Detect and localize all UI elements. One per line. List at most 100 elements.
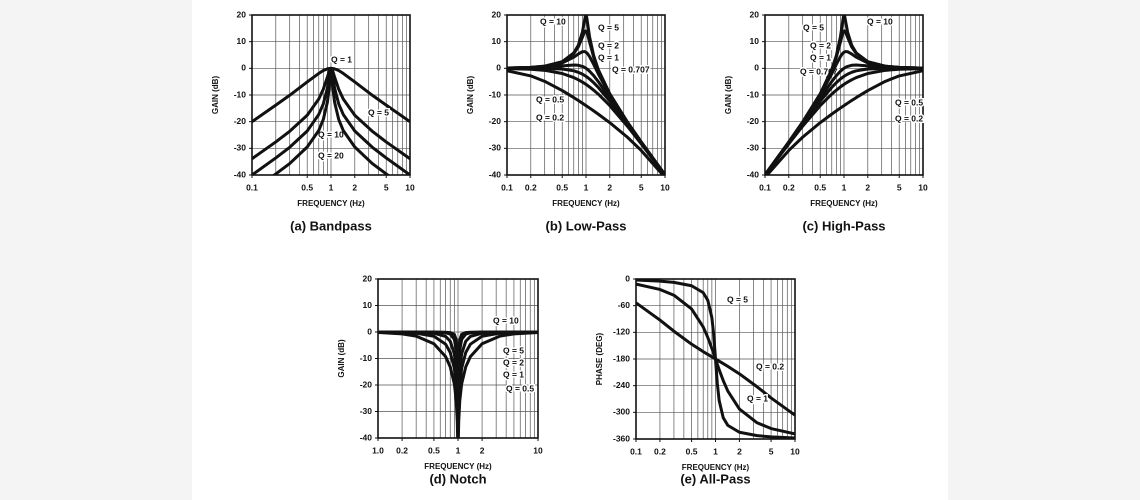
curve	[507, 15, 665, 175]
x-tick-label: 0.2	[654, 446, 666, 456]
y-axis-label: GAIN (dB)	[337, 339, 346, 378]
curve	[765, 15, 923, 175]
y-tick-label: -180	[613, 353, 630, 363]
y-tick-label: 0	[625, 273, 630, 283]
x-tick-label: 10	[533, 445, 543, 455]
y-tick-label: -20	[489, 116, 502, 126]
y-tick-label: -300	[613, 407, 630, 417]
x-tick-label: 1	[842, 182, 847, 192]
curve-label: Q = 0.2	[895, 113, 923, 123]
x-axis-label: FREQUENCY (Hz)	[424, 462, 492, 471]
x-tick-label: 5	[384, 182, 389, 192]
curve-label: Q = 1	[503, 369, 524, 379]
y-tick-label: -20	[360, 379, 373, 389]
x-tick-label: 0.5	[428, 445, 440, 455]
curve	[378, 330, 538, 424]
curve-label: Q = 0.5	[506, 383, 534, 393]
y-tick-label: 0	[241, 63, 246, 73]
curve-label: Q = 5	[598, 22, 619, 32]
x-tick-label: 2	[737, 446, 742, 456]
x-tick-label: 0.1	[246, 182, 258, 192]
x-tick-label: 1	[456, 445, 461, 455]
y-tick-label: -40	[747, 169, 760, 179]
y-tick-label: -40	[234, 169, 247, 179]
curve	[636, 279, 795, 439]
curve-label: Q = 2	[810, 40, 831, 50]
x-axis-label: FREQUENCY (Hz)	[810, 199, 878, 208]
curve-label: Q = 1	[331, 54, 352, 64]
x-tick-label: 2	[865, 182, 870, 192]
x-tick-label: 0.1	[630, 446, 642, 456]
chart: -40 -30 -20 -10 0 10 20 1.0 0.2 0.5 1 2 10 FREQUENCY …	[337, 273, 543, 486]
chart-title: (d) Notch	[429, 471, 486, 486]
curve-label: Q = 5	[803, 22, 824, 32]
y-tick-label: -30	[360, 406, 373, 416]
y-axis-label: GAIN (dB)	[724, 76, 733, 115]
y-tick-label: -10	[360, 353, 373, 363]
curve-label: Q = 1	[598, 52, 619, 62]
curve-label: Q = 1	[747, 393, 768, 403]
curve	[765, 67, 923, 175]
curve-label: Q = 0.2	[756, 361, 784, 371]
y-tick-label: 20	[363, 273, 373, 283]
y-tick-label: 10	[750, 36, 760, 46]
curve	[271, 66, 391, 175]
curve-label: Q = 10	[318, 129, 344, 139]
curve-label: Q = 20	[318, 150, 344, 160]
y-axis-label: GAIN (dB)	[466, 76, 475, 115]
chart-title: (b) Low-Pass	[546, 218, 627, 233]
x-axis-label: FREQUENCY (Hz)	[297, 199, 365, 208]
x-tick-label: 10	[790, 446, 800, 456]
x-axis-label: FREQUENCY (Hz)	[552, 199, 620, 208]
y-tick-label: -40	[360, 432, 373, 442]
x-tick-label: 1.0	[372, 445, 384, 455]
y-tick-label: 0	[754, 63, 759, 73]
y-tick-label: -40	[489, 169, 502, 179]
curve-label: Q = 0.5	[536, 94, 564, 104]
chart: -40 -30 -20 -10 0 10 20 0.1 0.5 1 2 5 10 FREQUENCY (H…	[211, 9, 415, 233]
x-tick-label: 2	[352, 182, 357, 192]
x-tick-label: 0.5	[556, 182, 568, 192]
curve	[765, 66, 923, 175]
curve	[378, 330, 538, 438]
y-tick-label: 0	[496, 63, 501, 73]
curve	[378, 330, 538, 371]
curve-label: Q = 2	[503, 357, 524, 367]
y-tick-label: -120	[613, 327, 630, 337]
chart-title: (e) All-Pass	[680, 471, 750, 486]
x-tick-label: 1	[713, 446, 718, 456]
curve-label: Q = 5	[503, 345, 524, 355]
y-tick-label: -20	[747, 116, 760, 126]
y-tick-label: -360	[613, 433, 630, 443]
x-tick-label: 10	[660, 182, 670, 192]
x-tick-label: 0.1	[759, 182, 771, 192]
y-tick-label: 20	[237, 9, 247, 19]
chart-title: (c) High-Pass	[802, 218, 885, 233]
curve	[507, 66, 665, 175]
y-tick-label: -20	[234, 116, 247, 126]
curve	[507, 63, 665, 175]
curve-label: Q = 5	[727, 294, 748, 304]
y-tick-label: -30	[747, 143, 760, 153]
x-tick-label: 0.2	[783, 182, 795, 192]
x-axis-label: FREQUENCY (Hz)	[682, 463, 750, 472]
curve-label: Q = 10	[493, 315, 519, 325]
curve-label: Q = 0.2	[536, 112, 564, 122]
curve-label: Q = 0.5	[895, 97, 923, 107]
x-tick-label: 5	[897, 182, 902, 192]
curve	[507, 67, 665, 175]
curve-label: Q = 10	[540, 16, 566, 26]
figure-card	[192, 0, 948, 500]
x-tick-label: 5	[639, 182, 644, 192]
chart-title: (a) Bandpass	[290, 218, 372, 233]
x-tick-label: 1	[329, 182, 334, 192]
x-tick-label: 10	[405, 182, 415, 192]
y-tick-label: 10	[492, 36, 502, 46]
curve-label: Q = 1	[810, 52, 831, 62]
y-tick-label: -10	[234, 89, 247, 99]
x-tick-label: 10	[918, 182, 928, 192]
y-tick-label: 10	[363, 300, 373, 310]
y-tick-label: -60	[618, 300, 631, 310]
